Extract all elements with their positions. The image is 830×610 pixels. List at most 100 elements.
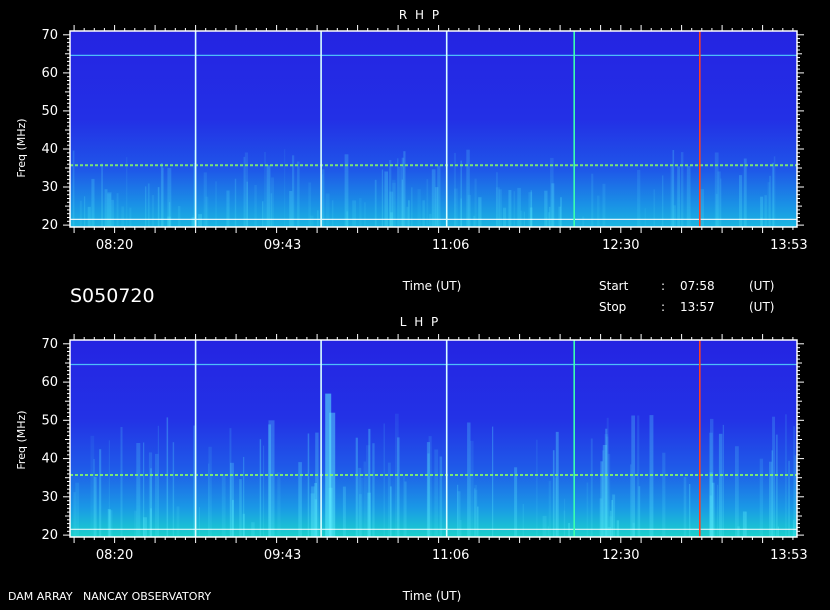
rhp-burst-streak	[478, 197, 482, 227]
rhp-y-tick-label: 70	[41, 28, 58, 43]
rhp-x-axis-label: Time (UT)	[402, 279, 462, 293]
lhp-burst-streak	[221, 474, 226, 537]
rhp-burst-streak	[167, 216, 171, 227]
rhp-burst-streak	[513, 191, 515, 227]
lhp-burst-streak	[242, 513, 245, 537]
rhp-burst-streak	[473, 215, 476, 227]
rhp-burst-streak	[558, 206, 561, 227]
lhp-burst-streak	[555, 431, 559, 537]
rhp-burst-streak	[226, 190, 230, 227]
rhp-burst-streak	[760, 217, 763, 227]
rhp-burst-streak	[262, 201, 264, 227]
rhp-calibration-lines	[194, 31, 701, 227]
rhp-burst-streak	[496, 172, 498, 227]
lhp-burst-streak	[198, 507, 200, 537]
rhp-burst-streak	[310, 215, 314, 227]
rhp-burst-streak	[662, 175, 664, 227]
lhp-burst-streak	[150, 508, 152, 537]
rhp-burst-streak	[551, 183, 555, 227]
rhp-burst-streak	[503, 207, 507, 227]
rhp-burst-streak	[116, 193, 119, 227]
lhp-burst-streak	[470, 440, 474, 537]
lhp-burst-streak	[150, 468, 152, 537]
rhp-burst-streak	[87, 206, 91, 227]
lhp-burst-streak	[637, 415, 640, 537]
rhp-burst-streak	[466, 149, 470, 227]
rhp-burst-streak	[308, 182, 312, 227]
lhp-burst-streak	[259, 439, 262, 537]
rhp-burst-streak	[177, 206, 181, 227]
lhp-burst-streak	[355, 437, 358, 537]
rhp-burst-streak	[467, 194, 471, 227]
rhp-burst-streak	[297, 161, 300, 227]
lhp-burst-streak	[232, 499, 234, 537]
lhp-burst-streak	[366, 445, 370, 537]
rhp-burst-streak	[401, 157, 405, 227]
lhp-burst-streak	[243, 456, 245, 537]
rhp-burst-streak	[381, 169, 384, 227]
stop-unit: (UT)	[749, 300, 774, 314]
rhp-burst-streak	[460, 160, 462, 227]
lhp-burst-streak	[397, 437, 400, 537]
rhp-plot-frame	[69, 30, 798, 228]
lhp-burst-streak	[602, 450, 605, 537]
lhp-burst-streak	[314, 499, 317, 537]
rhp-y-tick-label: 50	[41, 104, 58, 119]
rhp-burst-streak	[398, 166, 402, 227]
lhp-burst-streak	[75, 482, 79, 537]
rhp-burst-streak	[769, 175, 772, 227]
lhp-y-axis-label: Freq (MHz)	[15, 410, 28, 469]
lhp-burst-streak	[229, 428, 232, 537]
rhp-burst-streak	[234, 178, 237, 227]
lhp-burst-streak	[208, 446, 212, 537]
lhp-plot-frame	[69, 339, 798, 538]
rhp-burst-streak	[84, 196, 86, 227]
rhp-burst-streak	[72, 150, 75, 227]
lhp-x-tick-label: 09:43	[264, 548, 301, 563]
rhp-y-tick-label: 40	[41, 142, 58, 157]
rhp-burst-streak	[411, 187, 413, 227]
lhp-burst-streak	[742, 511, 747, 537]
lhp-burst-streak	[166, 417, 169, 537]
lhp-burst-streak	[143, 517, 147, 537]
observation-info: S050720 Time (UT) Start : 07:58 (UT) Sto…	[70, 279, 774, 314]
lhp-burst-streak	[474, 484, 477, 537]
rhp-burst-streak	[644, 208, 646, 227]
rhp-burst-streak	[637, 170, 641, 227]
lhp-burst-streak	[709, 472, 713, 537]
lhp-burst-streak	[568, 523, 570, 537]
lhp-burst-streak	[363, 461, 367, 537]
lhp-burst-streak	[99, 449, 102, 537]
lhp-burst-streak	[683, 477, 687, 537]
rhp-burst-streak	[392, 182, 396, 227]
lhp-burst-streak	[605, 428, 608, 537]
lhp-burst-streak	[372, 443, 375, 537]
lhp-burst-streak	[315, 432, 319, 537]
rhp-burst-streak	[325, 193, 330, 227]
lhp-burst-streak	[314, 483, 317, 537]
lhp-burst-streak	[298, 462, 302, 537]
rhp-burst-streak	[121, 206, 125, 227]
rhp-burst-streak	[673, 205, 676, 227]
lhp-burst-streak	[136, 443, 141, 537]
lhp-burst-streak	[474, 489, 478, 537]
rhp-burst-streak	[263, 152, 266, 227]
lhp-burst-streak	[474, 488, 476, 537]
lhp-burst-streak	[155, 453, 159, 537]
rhp-burst-streak	[147, 183, 150, 227]
rhp-burst-streak	[107, 193, 111, 227]
lhp-burst-streak	[390, 486, 392, 537]
rhp-burst-streak	[157, 187, 160, 227]
lhp-burst-streak	[277, 472, 281, 537]
rhp-burst-streak	[359, 198, 362, 227]
rhp-burst-streak	[284, 149, 286, 227]
footer-observatory: DAM ARRAY NANCAY OBSERVATORY	[8, 590, 211, 603]
lhp-x-tick-label: 08:20	[96, 548, 133, 563]
rhp-burst-streak	[408, 200, 410, 227]
lhp-burst-streak	[368, 428, 371, 537]
rhp-burst-streak	[545, 217, 548, 227]
rhp-burst-streak	[743, 158, 747, 227]
rhp-y-axis-label: Freq (MHz)	[15, 118, 28, 177]
rhp-burst-streak	[191, 217, 196, 227]
lhp-burst-streak	[514, 467, 518, 537]
